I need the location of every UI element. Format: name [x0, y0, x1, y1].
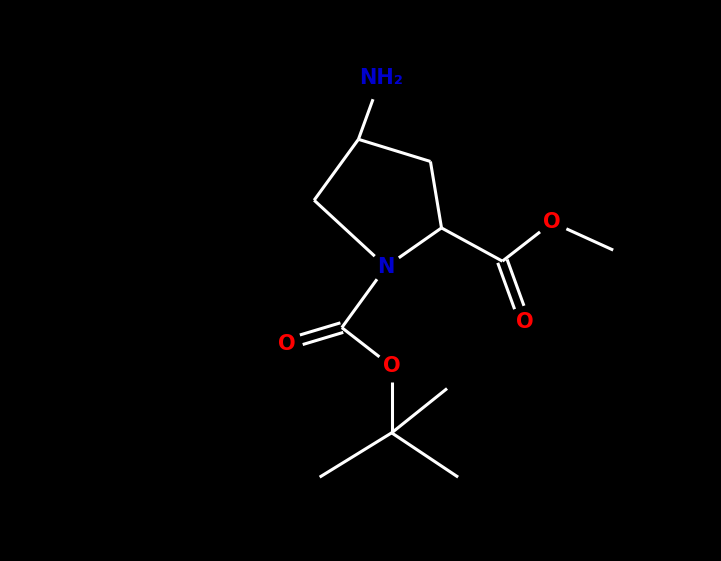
Text: O: O: [544, 213, 561, 232]
Text: O: O: [383, 356, 400, 376]
Text: O: O: [278, 334, 296, 354]
Text: O: O: [516, 312, 534, 332]
Text: N: N: [377, 257, 395, 277]
Text: NH₂: NH₂: [358, 68, 402, 89]
